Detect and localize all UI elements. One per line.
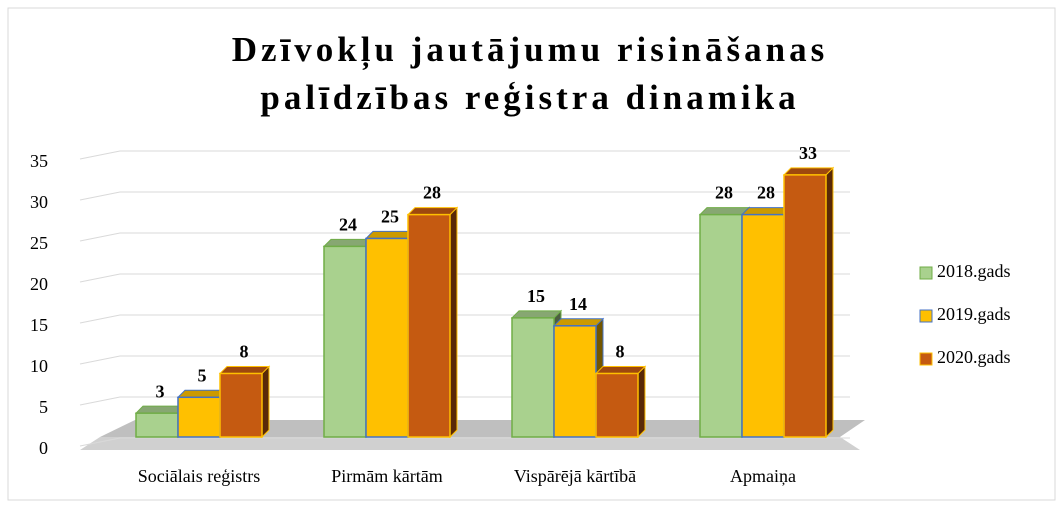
floor: [100, 420, 865, 437]
grid-line: [79, 437, 850, 447]
data-label: 3: [156, 381, 165, 401]
y-tick-label: 20: [30, 274, 48, 294]
bar-side: [449, 206, 458, 439]
bar-top: [552, 318, 605, 327]
y-tick-label: 25: [30, 233, 48, 253]
bar-top: [510, 310, 563, 319]
bar-side: [825, 166, 834, 439]
bar: [407, 213, 451, 438]
y-tick-label: 35: [30, 151, 48, 171]
bar: [323, 245, 367, 438]
bar-top: [218, 365, 271, 374]
x-tick-label: Vispārējā kārtībā: [514, 466, 636, 486]
chart-border: [7, 7, 1056, 501]
y-tick-label: 5: [39, 397, 48, 417]
chart-title: Dzīvokļu jautājumu risināšanas palīdzība…: [231, 30, 829, 117]
data-label: 28: [423, 183, 441, 203]
y-tick-label: 15: [30, 315, 48, 335]
data-label: 28: [715, 183, 733, 203]
bar: [177, 396, 221, 438]
grid-line: [79, 191, 850, 201]
data-label: 28: [757, 183, 775, 203]
data-label: 5: [198, 365, 207, 385]
legend-label: 2019.gads: [937, 304, 1011, 324]
legend-label: 2020.gads: [937, 347, 1011, 367]
data-label: 8: [616, 342, 625, 362]
data-label: 24: [339, 214, 357, 234]
grid-line: [79, 150, 850, 160]
bar: [365, 237, 409, 438]
x-tick-label: Apmaiņa: [730, 466, 796, 486]
bar-top: [782, 167, 835, 176]
legend-swatch: [919, 266, 933, 280]
legend-swatch: [919, 309, 933, 323]
data-label: 15: [527, 286, 545, 306]
bar: [783, 174, 827, 438]
grid-line: [79, 232, 850, 242]
grid-line: [79, 355, 850, 365]
data-label: 14: [569, 294, 587, 314]
data-label: 8: [240, 342, 249, 362]
x-tick-label: Sociālais reģistrs: [138, 466, 260, 486]
grid-line: [79, 273, 850, 283]
bar: [511, 317, 555, 438]
floor-front: [80, 437, 860, 450]
data-label: 25: [381, 207, 399, 227]
bar-top: [594, 365, 647, 374]
data-label: 33: [799, 143, 817, 163]
y-tick-label: 30: [30, 192, 48, 212]
bar: [219, 372, 263, 438]
bar: [699, 213, 743, 438]
legend-label: 2018.gads: [937, 261, 1011, 281]
bar: [553, 325, 597, 438]
y-tick-label: 10: [30, 356, 48, 376]
y-tick-label: 0: [39, 438, 48, 458]
bar-side: [261, 365, 270, 439]
bar: [741, 213, 785, 438]
bar: [595, 372, 639, 438]
bar-top: [406, 207, 459, 216]
grid-line: [79, 314, 850, 324]
bar-side: [637, 365, 646, 439]
legend-swatch: [919, 352, 933, 366]
x-tick-label: Pirmām kārtām: [331, 466, 442, 486]
bar-top: [698, 207, 751, 216]
bar: [135, 412, 179, 438]
